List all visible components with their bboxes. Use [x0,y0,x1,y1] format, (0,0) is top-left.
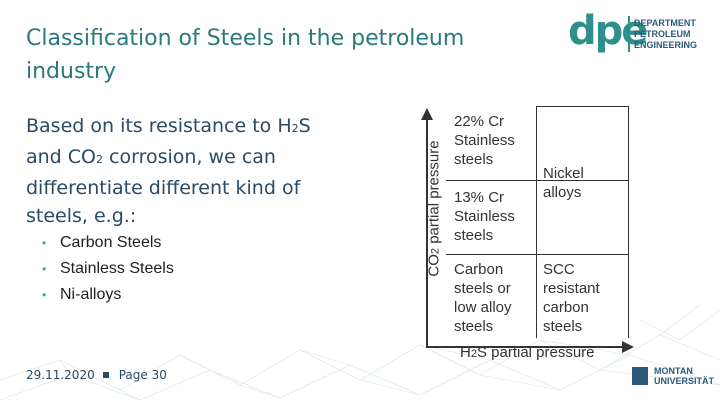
grid-line [446,254,628,255]
logo-line-1: DEPARTMENT [634,18,696,28]
cell-nickel-alloys: Nickel alloys [543,165,584,201]
cell-13cr-stainless: 13% Cr Stainless steels [454,189,515,244]
cell-scc-resistant: SCC resistant carbon steels [543,261,600,335]
bullet-icon: • [42,236,47,250]
steel-type-list: • Carbon Steels • Stainless Steels • Ni-all… [42,230,174,308]
footer-logo-text: MONTAN UNIVERSITÄT [654,366,715,386]
logo-divider [628,16,630,52]
classification-grid: 22% Cr Stainless steels 13% Cr Stainless… [446,106,629,338]
list-item: • Carbon Steels [42,230,174,256]
grid-line [628,106,629,338]
intro-subscript-1: 2 [291,122,299,135]
dpe-logo: dpe DEPARTMENT PETROLEUM ENGINEERING [568,8,704,58]
x-axis-label: H2S partial pressure [460,344,595,361]
intro-paragraph: Based on its resistance to H2S and CO2 c… [26,112,346,230]
bullet-icon: • [42,288,47,302]
grid-line [536,106,628,107]
y-axis-arrow-icon [421,108,433,120]
logo-line-3: ENGINEERING [634,40,698,50]
intro-text-2: S and CO [26,115,311,168]
footer-date: 29.11.2020 [26,368,95,382]
logo-text: DEPARTMENT PETROLEUM ENGINEERING [634,18,697,51]
x-axis-arrow-icon [622,341,634,353]
intro-text-1: Based on its resistance to H [26,115,292,137]
list-item-label: Stainless Steels [60,260,174,277]
steel-classification-diagram: CO2 partial pressure 22% Cr Stainless st… [421,100,636,366]
intro-subscript-2: 2 [96,153,104,166]
page-number: Page 30 [118,368,167,382]
background-mesh [0,304,720,401]
cell-22cr-stainless: 22% Cr Stainless steels [454,113,515,168]
grid-line [536,106,537,338]
montanuniversitaet-logo: MONTAN UNIVERSITÄT [632,366,716,388]
emblem-icon [632,367,648,385]
list-item-label: Carbon Steels [60,234,162,251]
bullet-icon: • [42,262,47,276]
y-axis-line [426,118,428,348]
list-item: • Stainless Steels [42,256,174,282]
cell-carbon-low-alloy: Carbon steels or low alloy steels [454,261,512,335]
slide-title: Classification of Steels in the petroleu… [26,26,465,84]
slide-footer: 29.11.2020 Page 30 [26,368,167,382]
x-axis-line [426,346,624,348]
square-icon [102,372,109,378]
y-axis-label: CO2 partial pressure [425,140,443,277]
logo-mark: dpe [568,8,648,54]
list-item: • Ni-alloys [42,282,174,308]
intro-text-3: corrosion, we can differentiate differen… [26,146,301,227]
list-item-label: Ni-alloys [60,286,122,303]
grid-line [446,180,628,181]
logo-line-2: PETROLEUM [634,29,691,39]
